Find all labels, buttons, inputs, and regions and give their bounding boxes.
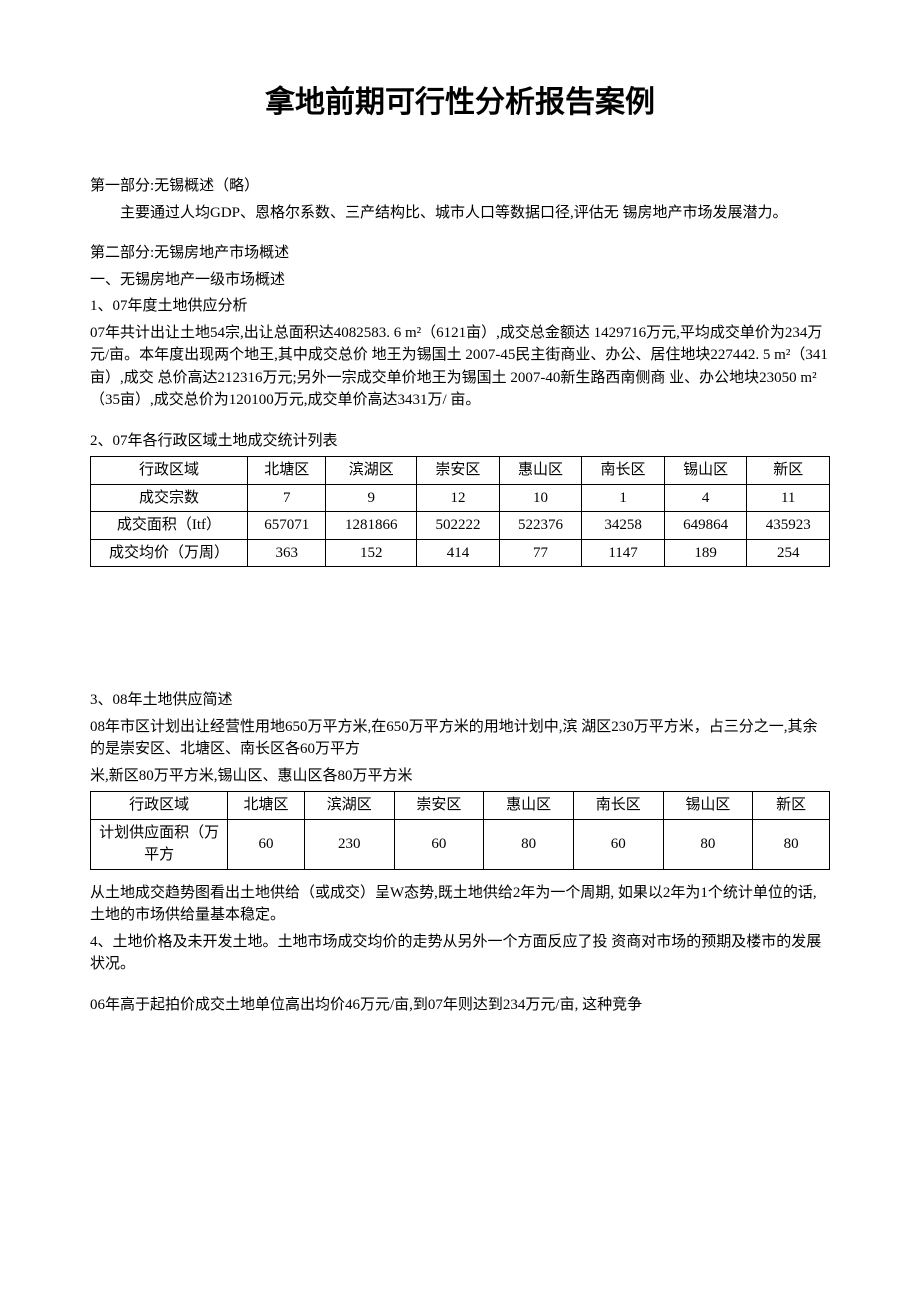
part2-sec1-heading: 一、无锡房地产一级市场概述 [90, 269, 830, 292]
part1-body: 主要通过人均GDP、恩格尔系数、三产结构比、城市人口等数据口径,评估无 锡房地产… [90, 202, 830, 225]
table-cell: 1147 [582, 539, 665, 567]
table-cell: 435923 [747, 512, 830, 540]
table-cell: 9 [326, 484, 417, 512]
table-cell: 60 [228, 819, 305, 869]
table-cell: 649864 [664, 512, 747, 540]
table-header-cell: 南长区 [582, 457, 665, 485]
table-header-cell: 行政区域 [91, 457, 248, 485]
table-cell: 12 [417, 484, 500, 512]
table-header-cell: 南长区 [573, 792, 663, 820]
table-2: 行政区域北塘区滨湖区崇安区惠山区南长区锡山区新区计划供应面积（万平方602306… [90, 791, 830, 870]
table-cell: 1 [582, 484, 665, 512]
table-header-cell: 新区 [747, 457, 830, 485]
table-cell: 成交宗数 [91, 484, 248, 512]
table-cell: 414 [417, 539, 500, 567]
part2-s2-heading: 2、07年各行政区域土地成交统计列表 [90, 430, 830, 453]
part2-s4-after: 06年高于起拍价成交土地单位高出均价46万元/亩,到07年则达到234万元/亩,… [90, 994, 830, 1017]
table-header-cell: 滨湖区 [304, 792, 394, 820]
table-header-cell: 新区 [753, 792, 830, 820]
table-cell: 成交均价（万周） [91, 539, 248, 567]
table-cell: 60 [573, 819, 663, 869]
table-cell: 80 [663, 819, 753, 869]
table-header-cell: 锡山区 [663, 792, 753, 820]
table-cell: 152 [326, 539, 417, 567]
table-cell: 80 [753, 819, 830, 869]
table-1: 行政区域北塘区滨湖区崇安区惠山区南长区锡山区新区成交宗数7912101411成交… [90, 456, 830, 567]
blank-space [90, 579, 830, 689]
table-cell: 657071 [247, 512, 325, 540]
part1-heading: 第一部分:无锡概述（略） [90, 175, 830, 198]
part2-s3-heading: 3、08年土地供应简述 [90, 689, 830, 712]
table-header-cell: 惠山区 [499, 457, 582, 485]
table-row: 成交面积（Itf）6570711281866502222522376342586… [91, 512, 830, 540]
table-cell: 60 [394, 819, 484, 869]
table-cell: 11 [747, 484, 830, 512]
part2-s4-body: 4、土地价格及未开发土地。土地市场成交均价的走势从另外一个方面反应了投 资商对市… [90, 931, 830, 976]
table-row: 计划供应面积（万平方602306080608080 [91, 819, 830, 869]
table-cell: 7 [247, 484, 325, 512]
table-cell: 10 [499, 484, 582, 512]
part2-s3-body1: 08年市区计划出让经营性用地650万平方米,在650万平方米的用地计划中,滨 湖… [90, 716, 830, 761]
table-header-cell: 行政区域 [91, 792, 228, 820]
table-header-cell: 滨湖区 [326, 457, 417, 485]
table-cell: 1281866 [326, 512, 417, 540]
document-title: 拿地前期可行性分析报告案例 [90, 80, 830, 125]
table-cell: 502222 [417, 512, 500, 540]
part2-s1-body: 07年共计出让土地54宗,出让总面积达4082583. 6 m²（6121亩）,… [90, 322, 830, 412]
table-cell: 363 [247, 539, 325, 567]
table-cell: 522376 [499, 512, 582, 540]
part2-s3-after1: 从土地成交趋势图看出土地供给（或成交）呈W态势,既土地供给2年为一个周期, 如果… [90, 882, 830, 927]
table-header-cell: 锡山区 [664, 457, 747, 485]
table-cell: 80 [484, 819, 574, 869]
part2-s1-heading: 1、07年度土地供应分析 [90, 295, 830, 318]
table-cell: 254 [747, 539, 830, 567]
table-header-cell: 崇安区 [394, 792, 484, 820]
table-cell: 4 [664, 484, 747, 512]
table-cell: 成交面积（Itf） [91, 512, 248, 540]
table-cell: 计划供应面积（万平方 [91, 819, 228, 869]
part2-s3-body2: 米,新区80万平方米,锡山区、惠山区各80万平方米 [90, 765, 830, 788]
table-row: 成交均价（万周）363152414771147189254 [91, 539, 830, 567]
table-row: 成交宗数7912101411 [91, 484, 830, 512]
table-header-cell: 北塘区 [247, 457, 325, 485]
table-cell: 77 [499, 539, 582, 567]
part2-heading: 第二部分:无锡房地产市场概述 [90, 242, 830, 265]
table-cell: 189 [664, 539, 747, 567]
table-cell: 34258 [582, 512, 665, 540]
table-header-cell: 崇安区 [417, 457, 500, 485]
table-cell: 230 [304, 819, 394, 869]
table-header-cell: 北塘区 [228, 792, 305, 820]
table-header-cell: 惠山区 [484, 792, 574, 820]
